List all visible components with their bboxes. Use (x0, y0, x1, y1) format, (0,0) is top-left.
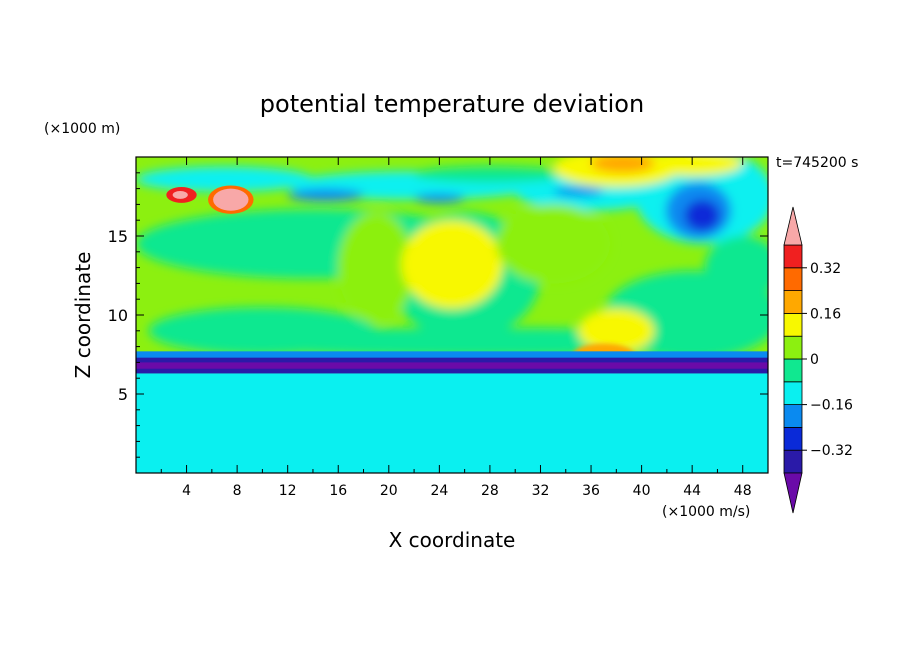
colorbar-band (783, 267, 803, 291)
colorbar-band (783, 404, 803, 428)
colorbar-band (783, 358, 803, 383)
inversion-edge (136, 351, 768, 358)
inversion-core (136, 362, 768, 369)
x-tick-label: 28 (481, 483, 499, 499)
y-unit-label: (×1000 m) (44, 121, 120, 137)
field-region (641, 157, 743, 176)
colorbar-band (783, 312, 803, 337)
x-tick-label: 8 (233, 483, 242, 499)
field-region (287, 188, 364, 202)
warm-blob (172, 190, 188, 199)
warm-blob (213, 188, 249, 211)
x-tick-label: 24 (430, 483, 448, 499)
colorbar-tick-label: −0.16 (810, 398, 853, 414)
colorbar-tick-label: 0 (810, 352, 819, 368)
chart-title: potential temperature deviation (260, 90, 644, 118)
field-region (684, 199, 720, 232)
x-axis-label: X coordinate (389, 528, 516, 552)
field-region (414, 193, 465, 203)
field-region (496, 204, 610, 284)
x-tick-label: 48 (734, 483, 752, 499)
field-smooth-layer (136, 157, 768, 360)
colorbar-band (783, 449, 803, 474)
time-label: t=745200 s (776, 155, 858, 171)
field-region (414, 166, 566, 183)
colorbar-band (783, 244, 803, 269)
colorbar-band (783, 426, 803, 451)
field-region (704, 236, 768, 300)
y-tick-label: 10 (108, 306, 128, 325)
lower-layer-base (136, 373, 768, 473)
colorbar-extend-max (783, 206, 803, 246)
colorbar-tick-label: 0.32 (810, 261, 841, 277)
y-tick-label: 15 (108, 227, 128, 246)
x-axis: 4 8 12 16 20 24 28 32 36 40 44 48 (160, 157, 752, 499)
x-tick-label: 40 (633, 483, 651, 499)
x-tick-label: 36 (582, 483, 600, 499)
x-tick-label: 44 (683, 483, 701, 499)
y-axis-label: Z coordinate (71, 252, 95, 379)
colorbar: 0.32 0.16 0 −0.16 −0.32 (783, 206, 853, 514)
x-tick-label: 12 (279, 483, 297, 499)
x-tick-label: 16 (329, 483, 347, 499)
x-tick-label: 20 (380, 483, 398, 499)
field-region (401, 220, 503, 309)
field-region (578, 308, 655, 353)
field-region (553, 187, 604, 197)
y-axis: 5 10 15 (108, 172, 768, 458)
x-tick-label: 4 (182, 483, 191, 499)
colorbar-tick-label: 0.16 (810, 306, 841, 322)
colorbar-extend-min (783, 472, 803, 514)
field-region (591, 157, 655, 173)
x-tick-label: 32 (532, 483, 550, 499)
field-region (136, 166, 313, 192)
y-tick-label: 5 (118, 385, 128, 404)
x-unit-label: (×1000 m/s) (662, 504, 750, 520)
contour-field (136, 157, 768, 473)
field-region (338, 212, 415, 323)
colorbar-tick-label: −0.32 (810, 443, 853, 459)
colorbar-band (783, 290, 803, 314)
colorbar-band (783, 335, 803, 360)
colorbar-band (783, 381, 803, 405)
